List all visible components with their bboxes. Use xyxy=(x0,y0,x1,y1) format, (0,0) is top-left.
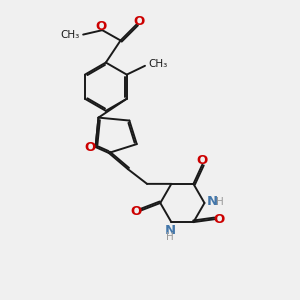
Text: O: O xyxy=(131,205,142,218)
Text: O: O xyxy=(196,154,208,166)
Text: N: N xyxy=(164,224,175,237)
Text: O: O xyxy=(214,213,225,226)
Text: O: O xyxy=(95,20,107,33)
Text: CH₃: CH₃ xyxy=(148,59,167,69)
Text: H: H xyxy=(216,196,224,206)
Text: O: O xyxy=(84,141,95,154)
Text: O: O xyxy=(134,15,145,28)
Text: CH₃: CH₃ xyxy=(60,30,80,40)
Text: H: H xyxy=(166,232,174,242)
Text: N: N xyxy=(207,195,218,208)
